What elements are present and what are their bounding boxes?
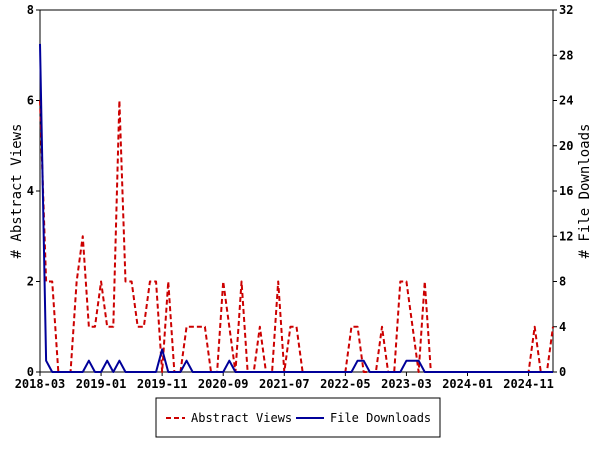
x-tick-label: 2021-07	[259, 377, 310, 391]
left-axis-ticks: 0 2 4 6 8	[27, 3, 40, 379]
y-left-tick-label: 6	[27, 94, 34, 108]
series-layer	[39, 43, 554, 373]
x-tick-label: 2024-11	[503, 377, 554, 391]
y-right-tick-label: 32	[559, 3, 573, 17]
y-right-tick-label: 24	[559, 94, 573, 108]
right-axis-ticks: 0 4 8 12 16 20 24 28 32	[553, 3, 573, 379]
y-right-tick-label: 8	[559, 275, 566, 289]
legend-label-abstract-views: Abstract Views	[191, 411, 292, 425]
series-line-file-downloads	[39, 43, 553, 373]
x-tick-label: 2019-11	[137, 377, 188, 391]
plot-area	[39, 9, 554, 373]
x-tick-label: 2018-03	[15, 377, 66, 391]
legend: Abstract Views File Downloads	[155, 397, 441, 438]
y-right-tick-label: 16	[559, 184, 573, 198]
y-left-tick-label: 2	[27, 275, 34, 289]
y-left-tick-label: 0	[27, 365, 34, 379]
x-tick-label: 2024-01	[442, 377, 493, 391]
y-right-tick-label: 20	[559, 139, 573, 153]
y-left-tick-label: 4	[27, 184, 34, 198]
y-left-axis-title: # Abstract Views	[9, 124, 25, 259]
x-tick-label: 2023-03	[381, 377, 432, 391]
legend-label-file-downloads: File Downloads	[330, 411, 431, 425]
x-tick-label: 2019-01	[76, 377, 127, 391]
y-right-tick-label: 0	[559, 365, 566, 379]
x-tick-label: 2020-09	[198, 377, 249, 391]
x-tick-label: 2022-05	[320, 377, 371, 391]
y-left-tick-label: 8	[27, 3, 34, 17]
y-right-tick-label: 28	[559, 48, 573, 62]
y-right-tick-label: 12	[559, 229, 573, 243]
y-right-axis-title: # File Downloads	[577, 124, 593, 259]
series-line-abstract-views	[39, 99, 554, 373]
x-axis-ticks: 2018-03 2019-01 2019-11 2020-09 2021-07 2022-…	[15, 372, 554, 391]
y-right-tick-label: 4	[559, 320, 566, 334]
